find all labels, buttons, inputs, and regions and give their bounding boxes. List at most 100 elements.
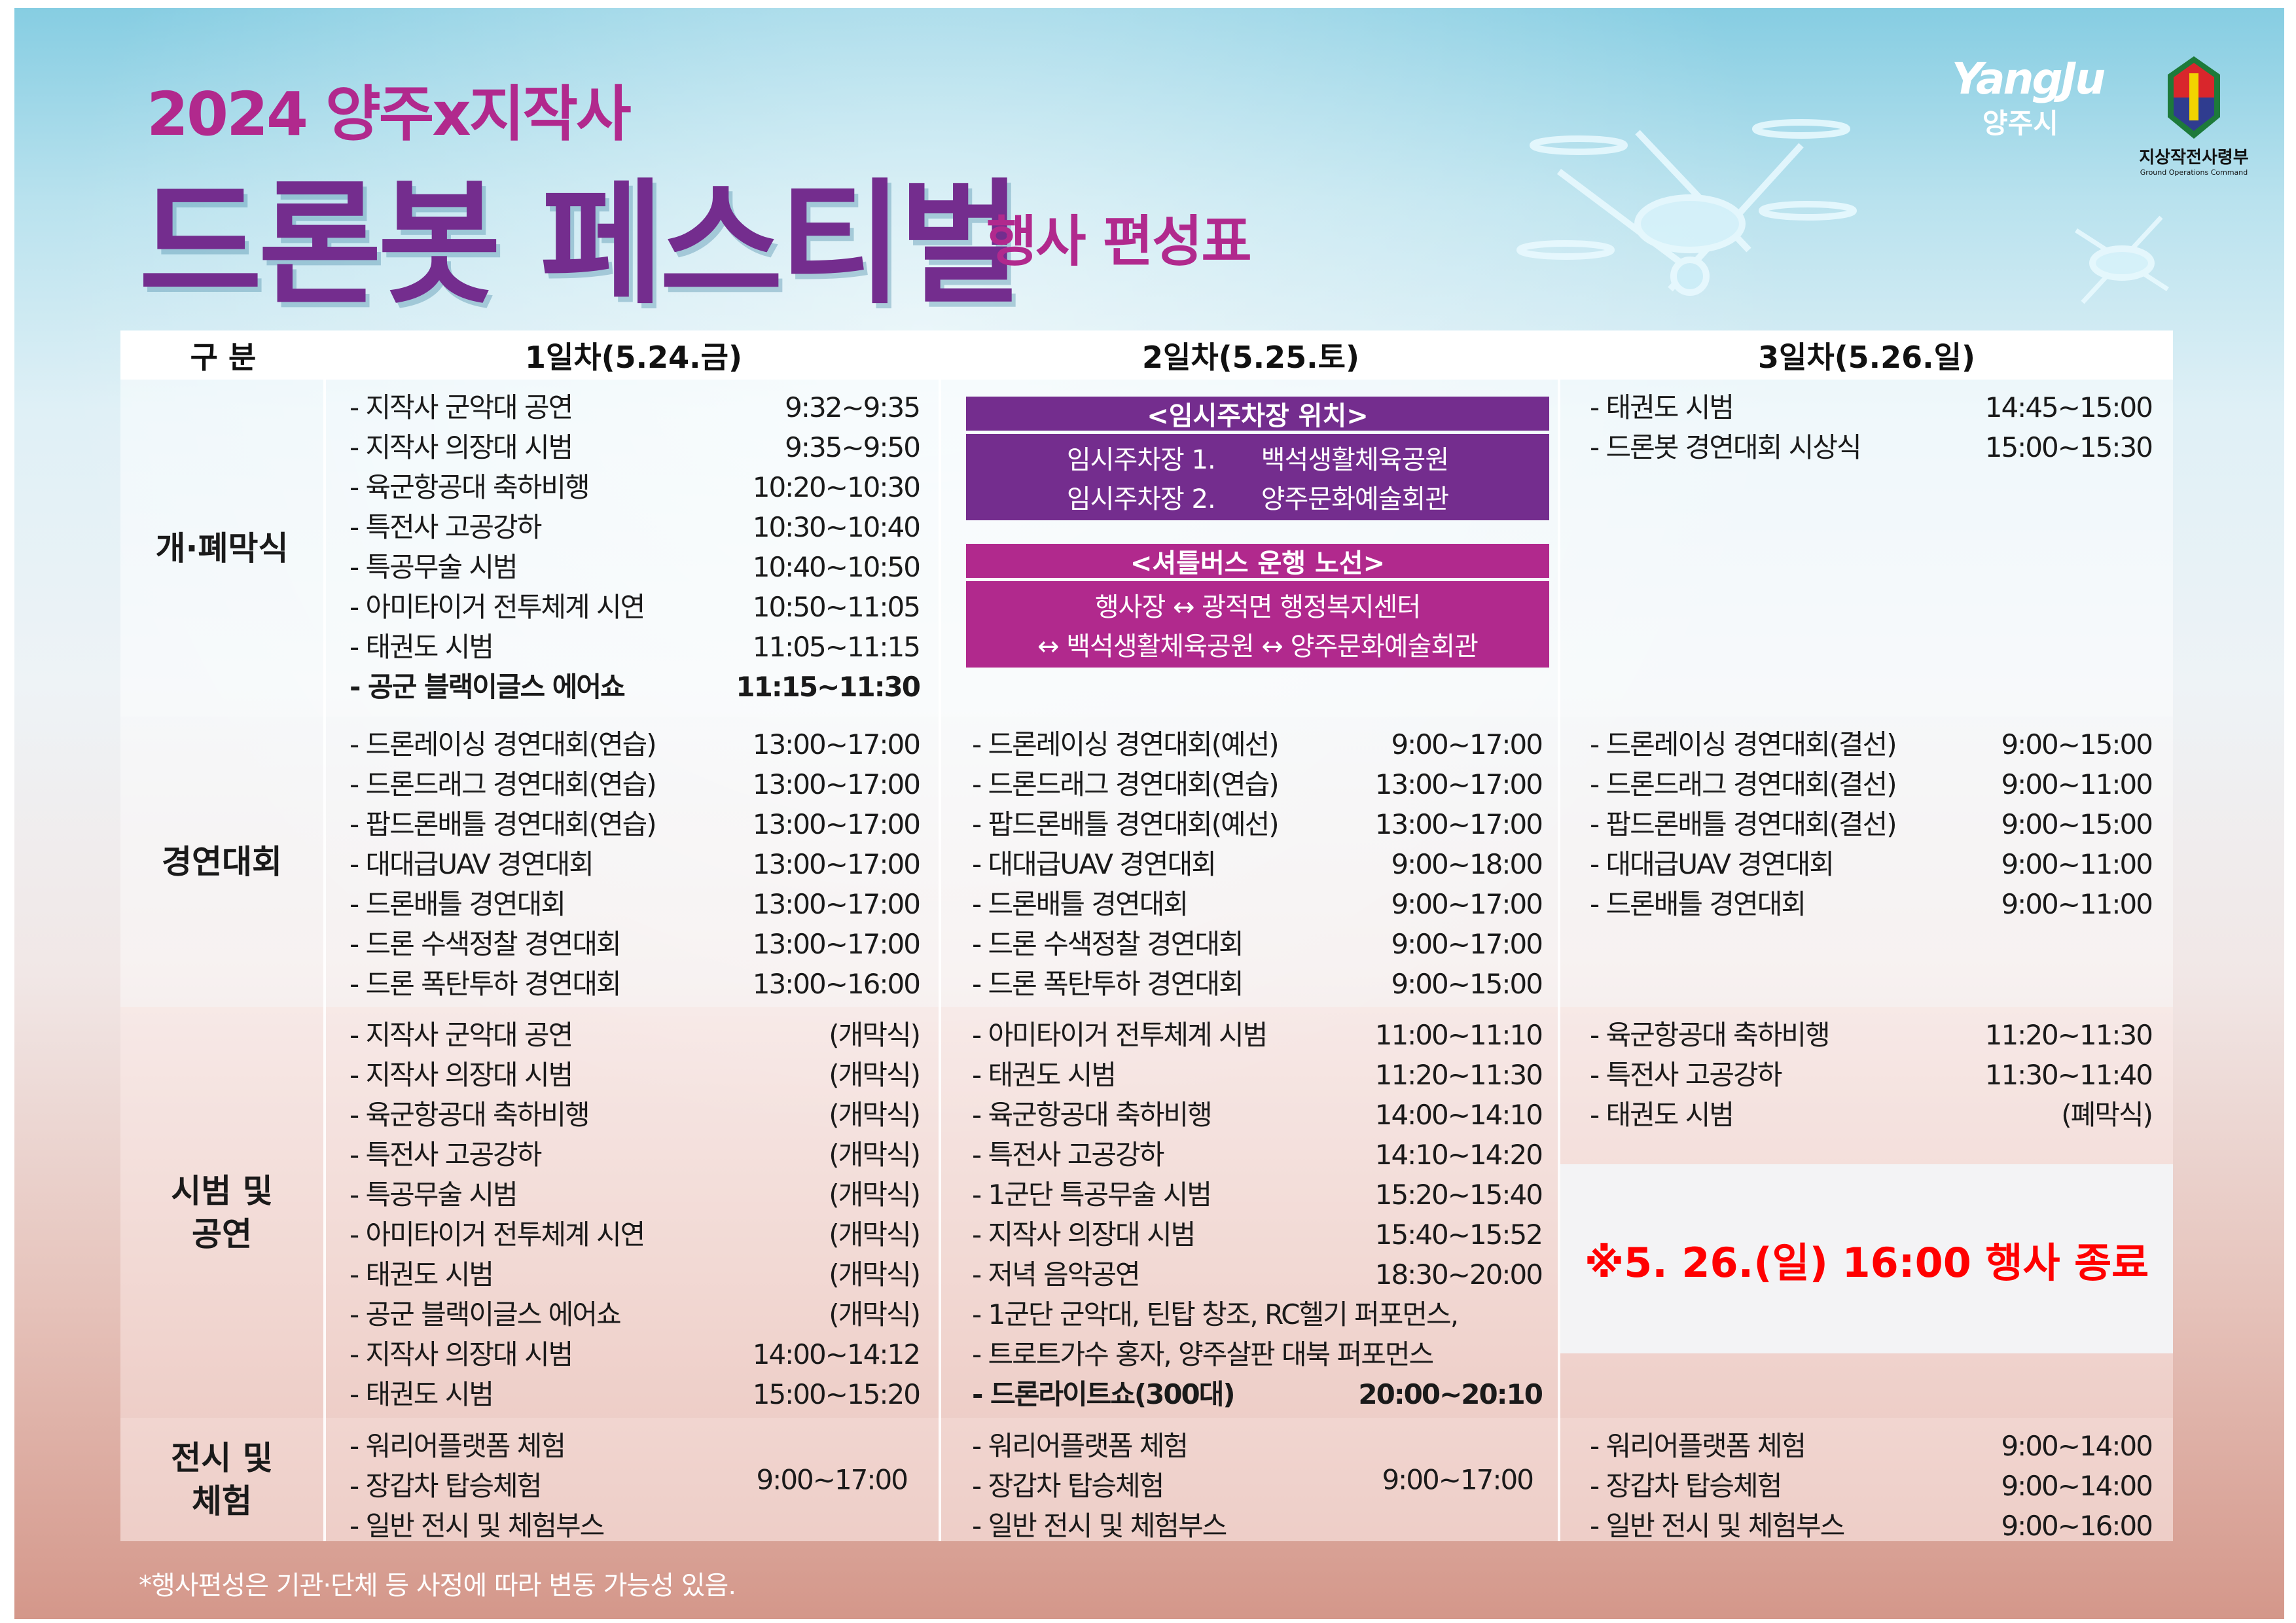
item-name: - 지작사 의장대 시범 <box>350 1338 573 1370</box>
item-name: - 태권도 시범 <box>972 1059 1117 1091</box>
schedule-item: - 공군 블랙이글스 에어쇼 11:15~11:30 <box>350 667 921 707</box>
item-time: 18:30~20:00 <box>1374 1258 1543 1291</box>
schedule-item: - 드론라이트쇼(300대) 20:00~20:10 <box>972 1374 1543 1414</box>
item-time: 15:20~15:40 <box>1374 1179 1543 1211</box>
item-time: 13:00~17:00 <box>1374 808 1543 840</box>
item-name: - 드론봇 경연대회 시상식 <box>1590 431 1862 463</box>
emblem-icon <box>2168 56 2220 139</box>
item-time: 15:40~15:52 <box>1374 1219 1543 1251</box>
item-time: 13:00~17:00 <box>752 928 921 960</box>
header-day1: 1일차(5.24.금) <box>525 339 742 375</box>
item-time: 11:15~11:30 <box>736 671 921 703</box>
item-name: - 특공무술 시범 <box>350 551 518 583</box>
item-name: - 일반 전시 및 체험부스 <box>350 1510 605 1542</box>
item-name: - 아미타이거 전투체계 시연 <box>350 591 645 623</box>
shuttle-box-title: <셔틀버스 운행 노선> <box>966 544 1549 579</box>
item-time: 10:30~10:40 <box>752 511 921 543</box>
shared-time: 9:00~17:00 <box>1382 1463 1534 1496</box>
schedule-item: - 저녁 음악공연 18:30~20:00 <box>972 1255 1543 1294</box>
schedule-item: - 팝드론배틀 경연대회(연습) 13:00~17:00 <box>350 804 921 844</box>
item-name: - 드론배틀 경연대회 <box>350 888 566 920</box>
cell-day2: - 아미타이거 전투체계 시범 11:00~11:10 - 태권도 시범 11:20~… <box>941 1007 1560 1418</box>
gocom-logo-en: Ground Operations Command <box>2140 168 2248 177</box>
table-header: 구 분 1일차(5.24.금) 2일차(5.25.토) 3일차(5.26.일) <box>120 330 2173 380</box>
schedule-item: - 아미타이거 전투체계 시연 10:50~11:05 <box>350 587 921 627</box>
schedule-item: - 특전사 고공강하 11:30~11:40 <box>1590 1055 2153 1095</box>
ground-operations-command-logo: 지상작전사령부 Ground Operations Command <box>2125 55 2263 177</box>
page-subtitle: 행사 편성표 <box>986 209 1252 274</box>
item-name: - 특전사 고공강하 <box>1590 1059 1782 1091</box>
row-label: 시범 및 공연 <box>120 1007 326 1418</box>
parking-line: 임시주차장 2. 양주문화예술회관 <box>966 477 1549 516</box>
item-name: - 특전사 고공강하 <box>350 511 542 543</box>
item-name: - 태권도 시범 <box>1590 1099 1734 1131</box>
item-time: 9:00~11:00 <box>2001 768 2153 800</box>
item-name: - 장갑차 탑승체험 <box>350 1470 542 1502</box>
schedule-item: - 드론 폭탄투하 경연대회 9:00~15:00 <box>972 964 1543 1004</box>
schedule-item: - 트로트가수 홍자, 양주살판 대북 퍼포먼스 <box>972 1334 1542 1374</box>
parking-box: 임시주차장 1. 백석생활체육공원 임시주차장 2. 양주문화예술회관 <box>966 434 1549 520</box>
schedule-item: - 육군항공대 축하비행 11:20~11:30 <box>1590 1015 2153 1055</box>
item-time: 10:50~11:05 <box>752 591 921 623</box>
item-time: 10:20~10:30 <box>752 471 921 503</box>
item-time: 15:00~15:20 <box>752 1378 921 1410</box>
item-name: - 지작사 의장대 시범 <box>350 431 573 463</box>
item-name: - 공군 블랙이글스 에어쇼 <box>350 1298 622 1330</box>
item-name: - 장갑차 탑승체험 <box>972 1470 1164 1502</box>
parking-label: 임시주차장 2. <box>1066 484 1216 514</box>
item-name: - 대대급UAV 경연대회 <box>1590 848 1835 880</box>
item-name: - 팝드론배틀 경연대회(결선) <box>1590 808 1897 840</box>
schedule-item: - 드론레이싱 경연대회(결선) 9:00~15:00 <box>1590 724 2153 764</box>
item-time: 13:00~17:00 <box>1374 768 1543 800</box>
item-time: 9:00~11:00 <box>2001 848 2153 880</box>
item-time: 11:05~11:15 <box>752 631 921 663</box>
item-name: - 공군 블랙이글스 에어쇼 <box>350 671 626 703</box>
cell-day1: - 드론레이싱 경연대회(연습) 13:00~17:00- 드론드래그 경연대회(… <box>326 717 941 1007</box>
item-time: 13:00~17:00 <box>752 848 921 880</box>
schedule-item: - 지작사 군악대 공연 (개막식) <box>350 1015 921 1055</box>
header-day2: 2일차(5.25.토) <box>1142 339 1359 375</box>
poster: 2024 양주x지작사 드론봇 페스티벌 행사 편성표 YangJu 양주시 지… <box>14 8 2284 1619</box>
schedule-item: - 드론배틀 경연대회 9:00~17:00 <box>972 884 1543 924</box>
item-time: 9:00~17:00 <box>1391 928 1543 960</box>
item-time: 9:00~15:00 <box>1391 968 1543 1000</box>
footnote: *행사편성은 기관·단체 등 사정에 따라 변동 가능성 있음. <box>139 1571 736 1601</box>
shared-time: 9:00~17:00 <box>756 1463 908 1496</box>
item-name: - 일반 전시 및 체험부스 <box>972 1510 1227 1542</box>
item-time: 15:00~15:30 <box>1984 431 2153 463</box>
schedule-item: - 일반 전시 및 체험부스 <box>350 1506 920 1546</box>
item-name: - 태권도 시범 <box>1590 391 1734 423</box>
item-time: 10:40~10:50 <box>752 551 921 583</box>
item-name: - 드론드래그 경연대회(결선) <box>1590 768 1897 800</box>
item-name: - 드론배틀 경연대회 <box>1590 888 1806 920</box>
cell-day2: <임시주차장 위치> 임시주차장 1. 백석생활체육공원 임시주차장 2. 양주문화예술… <box>941 380 1560 717</box>
item-time: (개막식) <box>829 1179 921 1211</box>
item-time: (개막식) <box>829 1059 921 1091</box>
item-time: 13:00~16:00 <box>752 968 921 1000</box>
schedule-item: - 특전사 고공강하 14:10~14:20 <box>972 1135 1543 1175</box>
item-name: - 육군항공대 축하비행 <box>972 1099 1213 1131</box>
cell-day3: - 워리어플랫폼 체험 9:00~14:00 - 장갑차 탑승체험 9:00~14:0… <box>1560 1418 2173 1542</box>
item-name: - 팝드론배틀 경연대회(예선) <box>972 808 1280 840</box>
item-name: - 1군단 특공무술 시범 <box>972 1179 1212 1211</box>
item-time: (개막식) <box>829 1019 921 1051</box>
item-time: 14:45~15:00 <box>1984 391 2153 423</box>
schedule-item: - 팝드론배틀 경연대회(예선) 13:00~17:00 <box>972 804 1543 844</box>
item-time: 11:20~11:30 <box>1984 1019 2153 1051</box>
schedule-item: - 1군단 특공무술 시범 15:20~15:40 <box>972 1175 1543 1215</box>
schedule-item: - 1군단 군악대, 틴탑 창조, RC헬기 퍼포먼스, <box>972 1294 1542 1334</box>
item-name: - 드론 수색정찰 경연대회 <box>972 928 1244 960</box>
item-name: - 지작사 의장대 시범 <box>972 1219 1196 1251</box>
item-name: - 지작사 의장대 시범 <box>350 1059 573 1091</box>
shuttle-line: ↔ 백석생활체육공원 ↔ 양주문화예술회관 <box>1037 632 1479 662</box>
table-row: 개·폐막식 - 지작사 군악대 공연 9:32~9:35 - 지작사 의장대 시범 9:… <box>120 380 2173 717</box>
schedule-item: - 드론 폭탄투하 경연대회 13:00~16:00 <box>350 964 921 1004</box>
shuttle-box: 행사장 ↔ 광적면 행정복지센터 ↔ 백석생활체육공원 ↔ 양주문화예술회관 <box>966 581 1549 668</box>
schedule-item: - 드론배틀 경연대회 13:00~17:00 <box>350 884 921 924</box>
item-time: (개막식) <box>829 1099 921 1131</box>
schedule-item: - 특전사 고공강하 (개막식) <box>350 1135 921 1175</box>
table-row: 경연대회 - 드론레이싱 경연대회(연습) 13:00~17:00- 드론드래그 경… <box>120 717 2173 1007</box>
row-label-text: 경연대회 <box>162 843 282 881</box>
item-time: 9:00~17:00 <box>1391 728 1543 760</box>
item-time: 13:00~17:00 <box>752 888 921 920</box>
